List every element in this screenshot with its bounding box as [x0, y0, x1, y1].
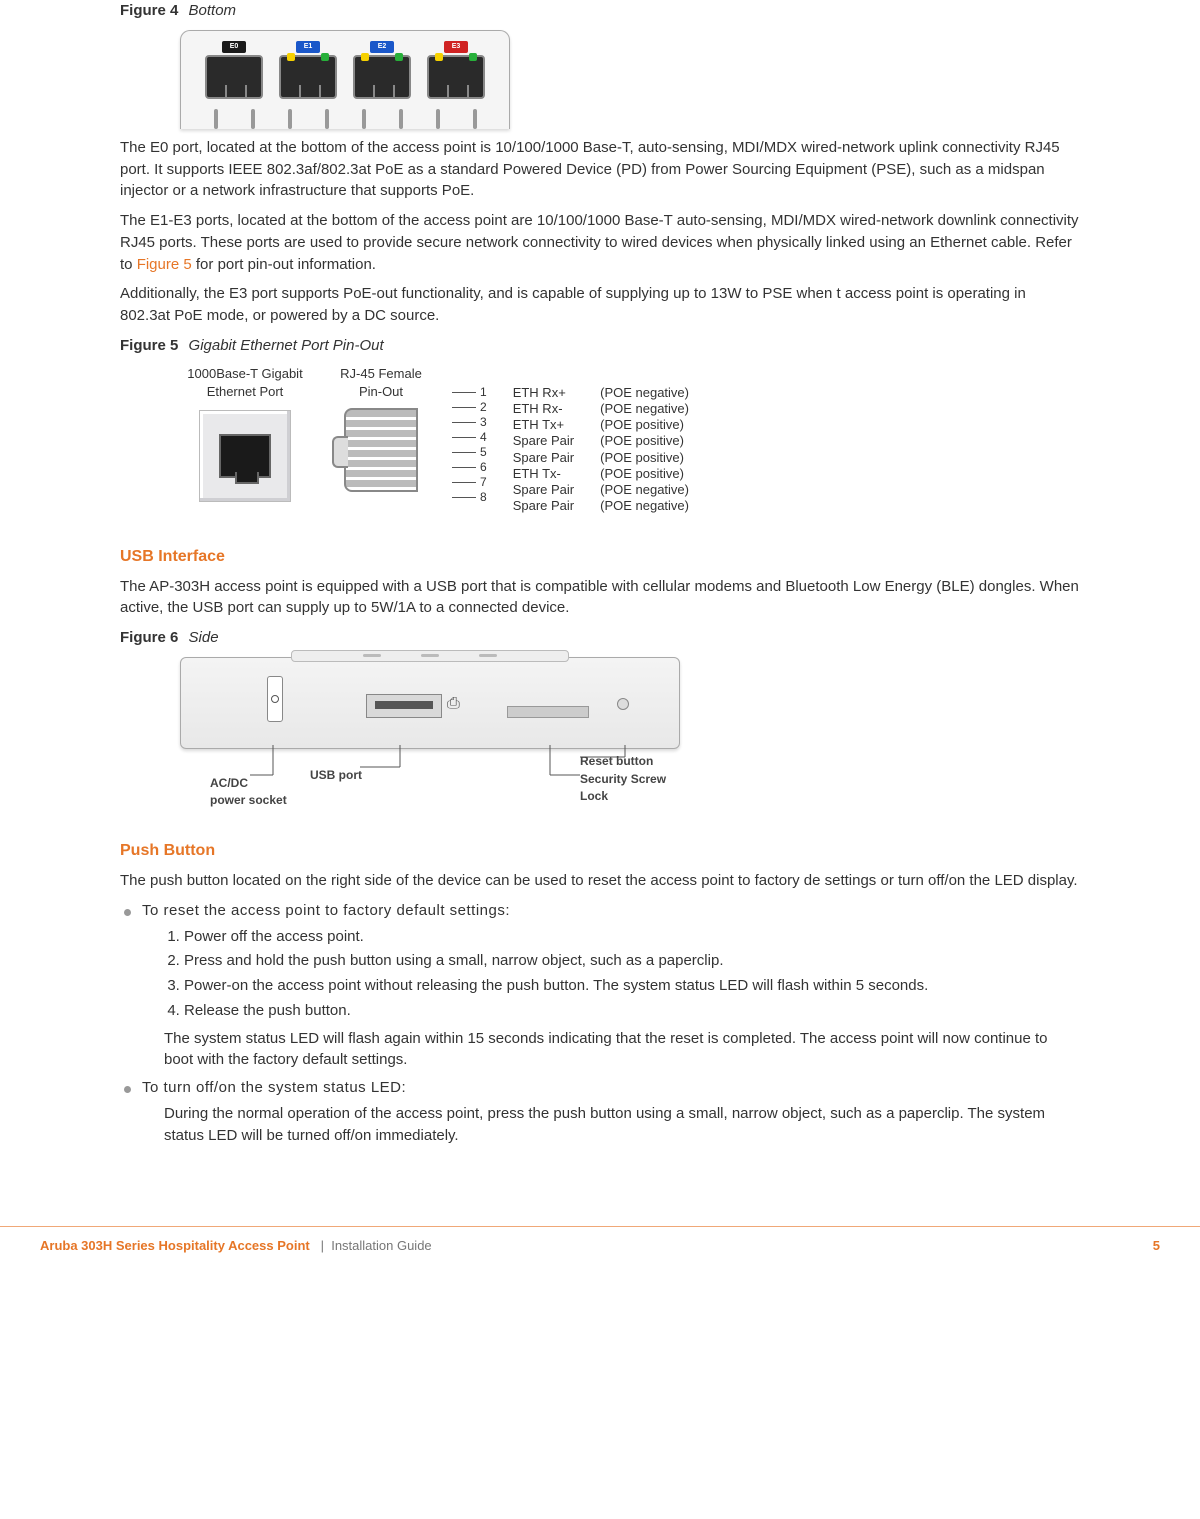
gigabit-label-a: 1000Base-T Gigabit	[180, 365, 310, 384]
bullet-reset-text: To reset the access point to factory def…	[142, 902, 510, 919]
eth-port: E3	[426, 41, 486, 99]
bullet-reset: To reset the access point to factory def…	[120, 900, 1080, 1071]
pin-poe: (POE negative)(POE negative)(POE positiv…	[600, 365, 689, 515]
rj45-label-b: Pin-Out	[336, 383, 426, 402]
bullet-led-body: During the normal operation of the acces…	[164, 1103, 1080, 1147]
usb-paragraph: The AP-303H access point is equipped wit…	[120, 576, 1080, 620]
figure6-caption: Side	[189, 629, 219, 646]
footer-page: 5	[1153, 1237, 1160, 1256]
figure5-title: Figure 5 Gigabit Ethernet Port Pin-Out	[120, 335, 1080, 357]
footer-sep: |	[321, 1238, 324, 1253]
step-item: Press and hold the push button using a s…	[184, 950, 1080, 972]
paragraph-e1-tail: for port pin-out information.	[196, 256, 376, 273]
paragraph-e1: The E1-E3 ports, located at the bottom o…	[120, 210, 1080, 275]
steps-after: The system status LED will flash again w…	[164, 1028, 1080, 1072]
figure6-label: Figure 6	[120, 629, 178, 646]
step-item: Power off the access point.	[184, 926, 1080, 948]
gigabit-label-b: Ethernet Port	[180, 383, 310, 402]
footer-product: Aruba 303H Series Hospitality Access Poi…	[40, 1238, 310, 1253]
callout-lock: Security Screw Lock	[580, 771, 680, 806]
security-lock-icon	[507, 706, 589, 718]
rj45-label-a: RJ-45 Female	[336, 365, 426, 384]
callout-acdc: AC/DCpower socket	[210, 775, 287, 810]
dc-jack-icon	[267, 676, 283, 722]
bullet-led-text: To turn off/on the system status LED:	[142, 1079, 406, 1096]
figure5-diagram: 1000Base-T Gigabit Ethernet Port RJ-45 F…	[180, 365, 1080, 515]
figure4-label: Figure 4	[120, 2, 178, 19]
rj45-block: RJ-45 Female Pin-Out	[336, 365, 426, 493]
eth-port: E1	[278, 41, 338, 99]
gigabit-port-block: 1000Base-T Gigabit Ethernet Port	[180, 365, 310, 503]
usb-symbol-icon: ⎙	[447, 692, 460, 715]
reset-hole-icon	[617, 698, 629, 710]
bullet-list: To reset the access point to factory def…	[120, 900, 1080, 1147]
figure4-diagram: E0 E1 E2 E3	[180, 30, 510, 129]
step-item: Release the push button.	[184, 1000, 1080, 1022]
figure6-title: Figure 6 Side	[120, 627, 1080, 649]
paragraph-additional: Additionally, the E3 port supports PoE-o…	[120, 283, 1080, 327]
figure4-title: Figure 4 Bottom	[120, 0, 1080, 22]
push-intro: The push button located on the right sid…	[120, 870, 1080, 892]
figure6-diagram: ⎙ AC/DCpower socket USB port Reset butto…	[180, 657, 680, 809]
callout-usb: USB port	[310, 767, 362, 784]
pin-signals: ETH Rx+ETH Rx-ETH Tx+Spare PairSpare Pai…	[513, 365, 574, 515]
footer-doc: Installation Guide	[331, 1238, 431, 1253]
pin-numbers: 12345678	[452, 365, 487, 505]
eth-port: E0	[204, 41, 264, 99]
callout-reset: Reset button	[580, 753, 653, 770]
eth-port: E2	[352, 41, 412, 99]
figure4-caption: Bottom	[189, 2, 237, 19]
page-footer: Aruba 303H Series Hospitality Access Poi…	[0, 1226, 1200, 1276]
steps-list: Power off the access point.Press and hol…	[142, 926, 1080, 1022]
step-item: Power-on the access point without releas…	[184, 975, 1080, 997]
usb-heading: USB Interface	[120, 545, 1080, 568]
usb-slot-icon	[366, 694, 442, 718]
figure5-caption: Gigabit Ethernet Port Pin-Out	[189, 337, 384, 354]
figure5-label: Figure 5	[120, 337, 178, 354]
figure5-link[interactable]: Figure 5	[137, 256, 192, 273]
push-heading: Push Button	[120, 839, 1080, 862]
bullet-led: To turn off/on the system status LED: Du…	[120, 1077, 1080, 1146]
paragraph-e0: The E0 port, located at the bottom of th…	[120, 137, 1080, 202]
